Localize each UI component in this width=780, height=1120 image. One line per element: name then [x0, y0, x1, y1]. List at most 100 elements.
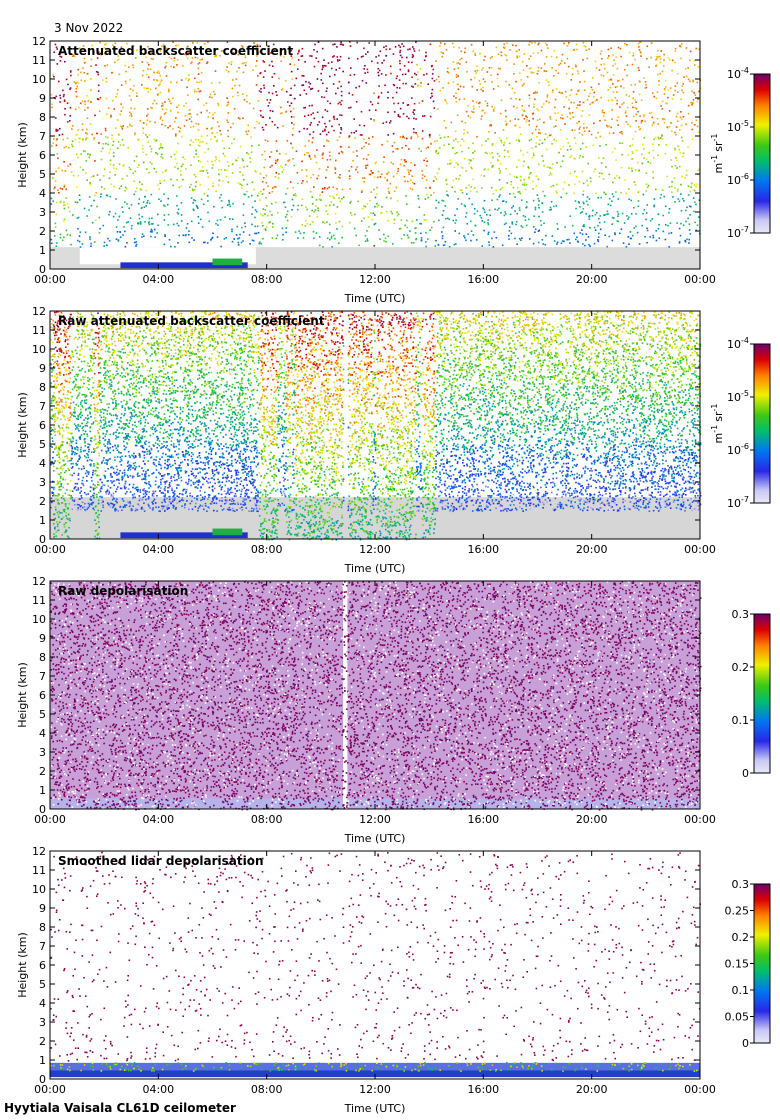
data-cell	[287, 531, 289, 533]
data-cell	[439, 137, 442, 139]
data-cell	[574, 183, 576, 185]
data-cell	[579, 104, 581, 106]
data-cell	[244, 54, 246, 57]
data-cell	[555, 190, 557, 192]
data-cell	[637, 126, 640, 128]
data-cell	[356, 41, 358, 44]
data-cell	[53, 188, 55, 190]
data-cell	[537, 178, 540, 181]
data-cell	[631, 102, 634, 105]
data-cell	[641, 342, 644, 344]
data-cell	[423, 59, 426, 62]
data-cell	[100, 158, 103, 161]
data-cell	[512, 449, 514, 451]
data-cell	[454, 214, 456, 217]
data-cell	[310, 113, 313, 116]
data-cell	[408, 371, 411, 373]
data-cell	[212, 164, 214, 166]
data-cell	[81, 123, 84, 125]
data-cell	[120, 357, 123, 359]
data-cell	[550, 447, 552, 449]
data-cell	[55, 242, 58, 244]
data-cell	[688, 223, 691, 225]
data-cell	[374, 162, 376, 165]
data-cell	[348, 57, 350, 60]
data-cell	[564, 226, 566, 228]
data-cell	[636, 397, 639, 400]
data-cell	[653, 121, 655, 124]
data-cell	[202, 340, 204, 343]
data-cell	[146, 52, 148, 55]
data-cell	[253, 388, 255, 391]
data-cell	[149, 68, 152, 71]
data-cell	[167, 197, 169, 200]
data-cell	[409, 471, 411, 473]
data-cell	[198, 141, 201, 144]
data-cell	[263, 61, 265, 63]
data-cell	[135, 243, 138, 246]
data-cell	[597, 239, 599, 241]
data-cell	[683, 200, 685, 202]
data-cell	[241, 158, 244, 160]
data-cell	[200, 80, 202, 83]
y-tick-label: 8	[39, 111, 46, 124]
heatmap-field	[50, 311, 702, 541]
data-cell	[364, 72, 366, 74]
data-cell	[585, 146, 588, 148]
data-cell	[86, 137, 89, 140]
data-cell	[221, 140, 224, 142]
data-cell	[247, 124, 249, 127]
data-cell	[284, 465, 287, 467]
data-cell	[151, 231, 153, 233]
data-cell	[311, 87, 314, 90]
data-cell	[78, 106, 80, 109]
data-cell	[308, 215, 311, 217]
data-cell	[124, 455, 127, 457]
data-cell	[348, 107, 350, 109]
data-cell	[99, 371, 102, 374]
data-cell	[231, 87, 234, 90]
data-cell	[299, 527, 301, 529]
data-cell	[498, 167, 500, 170]
data-cell	[415, 238, 417, 241]
data-cell	[289, 405, 291, 408]
data-cell	[491, 237, 493, 240]
data-cell	[68, 319, 71, 322]
data-cell	[251, 239, 254, 242]
data-cell	[493, 396, 496, 398]
data-cell	[526, 495, 528, 498]
data-cell	[535, 184, 537, 187]
data-cell	[244, 222, 246, 224]
data-cell	[181, 65, 184, 67]
data-cell	[520, 239, 522, 242]
data-cell	[661, 138, 664, 140]
data-cell	[339, 145, 342, 148]
data-cell	[575, 142, 577, 145]
data-cell	[182, 163, 184, 166]
data-cell	[392, 150, 394, 153]
data-cell	[643, 136, 646, 139]
data-cell	[543, 70, 546, 72]
data-cell	[288, 104, 291, 107]
data-cell	[249, 243, 251, 245]
data-cell	[528, 58, 530, 60]
data-cell	[411, 175, 414, 177]
data-cell	[507, 413, 510, 415]
data-cell	[389, 48, 391, 50]
data-cell	[509, 497, 511, 500]
data-cell	[255, 65, 257, 67]
data-cell	[532, 199, 535, 202]
data-cell	[666, 126, 669, 128]
data-cell	[313, 336, 315, 338]
data-cell	[97, 71, 99, 74]
data-cell	[313, 237, 315, 239]
data-cell	[285, 371, 287, 373]
data-cell	[311, 104, 313, 107]
data-cell	[134, 133, 136, 136]
data-cell	[588, 198, 591, 200]
data-cell	[244, 193, 247, 196]
data-cell	[314, 209, 317, 211]
data-cell	[223, 238, 226, 240]
data-cell	[226, 104, 228, 107]
data-cell	[50, 430, 52, 432]
